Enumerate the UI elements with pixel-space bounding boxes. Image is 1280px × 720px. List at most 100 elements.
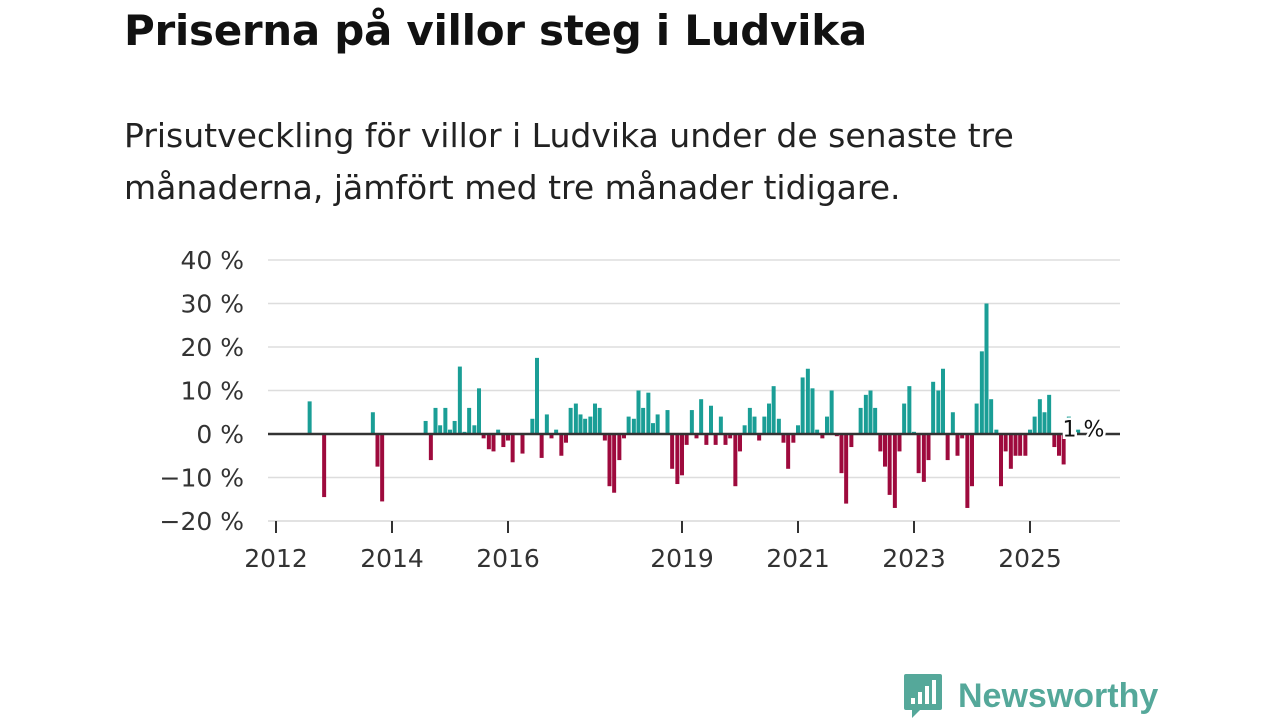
bar xyxy=(1047,394,1052,434)
bar xyxy=(757,434,762,441)
bar xyxy=(887,434,892,495)
bar xyxy=(651,423,655,434)
bar xyxy=(602,434,607,441)
bar xyxy=(800,377,805,434)
bar xyxy=(631,418,636,434)
bar xyxy=(568,407,573,434)
bar xyxy=(375,434,380,467)
bar xyxy=(1032,416,1037,434)
bar xyxy=(873,407,878,434)
bar xyxy=(588,416,593,434)
bar xyxy=(510,434,515,463)
bar xyxy=(438,425,443,434)
bar xyxy=(999,434,1003,487)
bar xyxy=(655,414,660,434)
bar xyxy=(597,407,602,434)
bar xyxy=(612,434,617,493)
annotations: 1 % xyxy=(1060,415,1107,445)
bar xyxy=(723,434,728,445)
bar xyxy=(718,416,723,434)
x-tick-label: 2025 xyxy=(998,544,1062,573)
y-tick-label: 30 % xyxy=(180,290,244,319)
bar xyxy=(675,434,680,485)
bar xyxy=(1042,412,1047,434)
bar xyxy=(457,366,462,434)
bar xyxy=(805,368,810,434)
bar xyxy=(752,416,757,434)
bar xyxy=(776,418,781,434)
bar xyxy=(810,388,815,434)
bar xyxy=(820,434,825,439)
y-axis-ticks: 40 % 30 % 20 % 10 % 0 % −10 % −20 % xyxy=(160,246,244,536)
bar xyxy=(950,412,955,434)
chart-title: Priserna på villor steg i Ludvika xyxy=(124,6,867,55)
data-label: 1 % xyxy=(1063,418,1105,443)
bar xyxy=(593,403,597,434)
bar xyxy=(481,434,486,439)
bar xyxy=(501,434,506,448)
bar xyxy=(1018,434,1023,456)
bar xyxy=(916,434,921,474)
bar xyxy=(829,390,834,434)
bar xyxy=(370,412,375,434)
bar xyxy=(1037,399,1042,434)
bar xyxy=(742,425,747,434)
bar xyxy=(883,434,887,467)
x-tick-label: 2023 xyxy=(882,544,946,573)
bar xyxy=(472,425,477,434)
bar xyxy=(825,416,829,434)
bar xyxy=(747,407,752,434)
bar xyxy=(684,434,689,445)
bar xyxy=(448,429,452,434)
bar xyxy=(955,434,960,456)
bars xyxy=(307,303,1081,508)
bar xyxy=(626,416,631,434)
bar xyxy=(858,407,863,434)
bar xyxy=(549,434,554,439)
bar xyxy=(1057,434,1061,456)
bar xyxy=(1066,416,1071,434)
bar xyxy=(1008,434,1013,469)
y-tick-label: −10 % xyxy=(160,464,244,493)
x-tick-label: 2016 xyxy=(476,544,540,573)
bar xyxy=(428,434,433,461)
bar-chart: 40 %30 %20 %10 %0 %−10 %−20 % 2012 2014 20… xyxy=(160,246,1120,573)
bar xyxy=(1013,434,1018,456)
bar xyxy=(689,410,694,434)
bar xyxy=(815,429,820,434)
bar xyxy=(699,399,704,434)
y-tick-label: 0 % xyxy=(196,420,244,449)
bar xyxy=(709,405,713,434)
bar xyxy=(878,434,883,452)
bar xyxy=(491,434,496,452)
bar xyxy=(931,381,936,434)
x-tick-label: 2021 xyxy=(766,544,830,573)
bar xyxy=(617,434,622,461)
bar xyxy=(486,434,491,450)
bar xyxy=(641,407,646,434)
bar xyxy=(989,399,994,434)
bar xyxy=(380,434,385,502)
y-tick-label: 40 % xyxy=(180,246,244,275)
bar xyxy=(322,434,327,498)
newsworthy-logo: Newsworthy xyxy=(902,672,1158,720)
bar xyxy=(544,414,549,434)
bar xyxy=(936,390,941,434)
y-tick-label: −20 % xyxy=(160,507,244,536)
bar xyxy=(467,407,472,434)
bar xyxy=(423,420,428,434)
y-tick-label: 10 % xyxy=(180,377,244,406)
bar xyxy=(636,390,641,434)
bar xyxy=(477,388,481,434)
bar xyxy=(945,434,950,461)
bar xyxy=(941,368,945,434)
bar xyxy=(622,434,626,439)
bar xyxy=(738,434,742,452)
bar xyxy=(892,434,897,508)
x-axis: 2012 2014 2016 2019 2021 2023 2025 xyxy=(244,520,1120,573)
newsworthy-logo-icon xyxy=(904,674,942,718)
bar xyxy=(573,403,578,434)
bar xyxy=(554,429,559,434)
bar xyxy=(733,434,738,487)
x-tick-label: 2014 xyxy=(360,544,424,573)
